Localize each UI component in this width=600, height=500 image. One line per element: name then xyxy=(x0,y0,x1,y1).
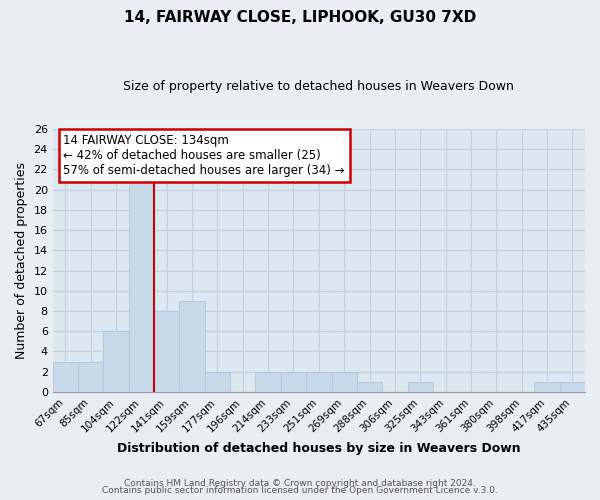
Text: 14, FAIRWAY CLOSE, LIPHOOK, GU30 7XD: 14, FAIRWAY CLOSE, LIPHOOK, GU30 7XD xyxy=(124,10,476,25)
Bar xyxy=(407,382,433,392)
Y-axis label: Number of detached properties: Number of detached properties xyxy=(15,162,28,359)
Title: Size of property relative to detached houses in Weavers Down: Size of property relative to detached ho… xyxy=(124,80,514,93)
Text: Contains public sector information licensed under the Open Government Licence v.: Contains public sector information licen… xyxy=(102,486,498,495)
Bar xyxy=(154,311,179,392)
Bar xyxy=(53,362,78,392)
Bar xyxy=(103,331,129,392)
Bar xyxy=(535,382,560,392)
Bar xyxy=(179,301,205,392)
Bar xyxy=(256,372,281,392)
Bar xyxy=(357,382,382,392)
Text: Contains HM Land Registry data © Crown copyright and database right 2024.: Contains HM Land Registry data © Crown c… xyxy=(124,478,476,488)
Text: 14 FAIRWAY CLOSE: 134sqm
← 42% of detached houses are smaller (25)
57% of semi-d: 14 FAIRWAY CLOSE: 134sqm ← 42% of detach… xyxy=(64,134,345,177)
Bar xyxy=(205,372,230,392)
Bar xyxy=(78,362,103,392)
Bar xyxy=(306,372,332,392)
Bar xyxy=(281,372,306,392)
Bar xyxy=(332,372,357,392)
Bar xyxy=(560,382,585,392)
X-axis label: Distribution of detached houses by size in Weavers Down: Distribution of detached houses by size … xyxy=(117,442,521,455)
Bar xyxy=(129,180,154,392)
